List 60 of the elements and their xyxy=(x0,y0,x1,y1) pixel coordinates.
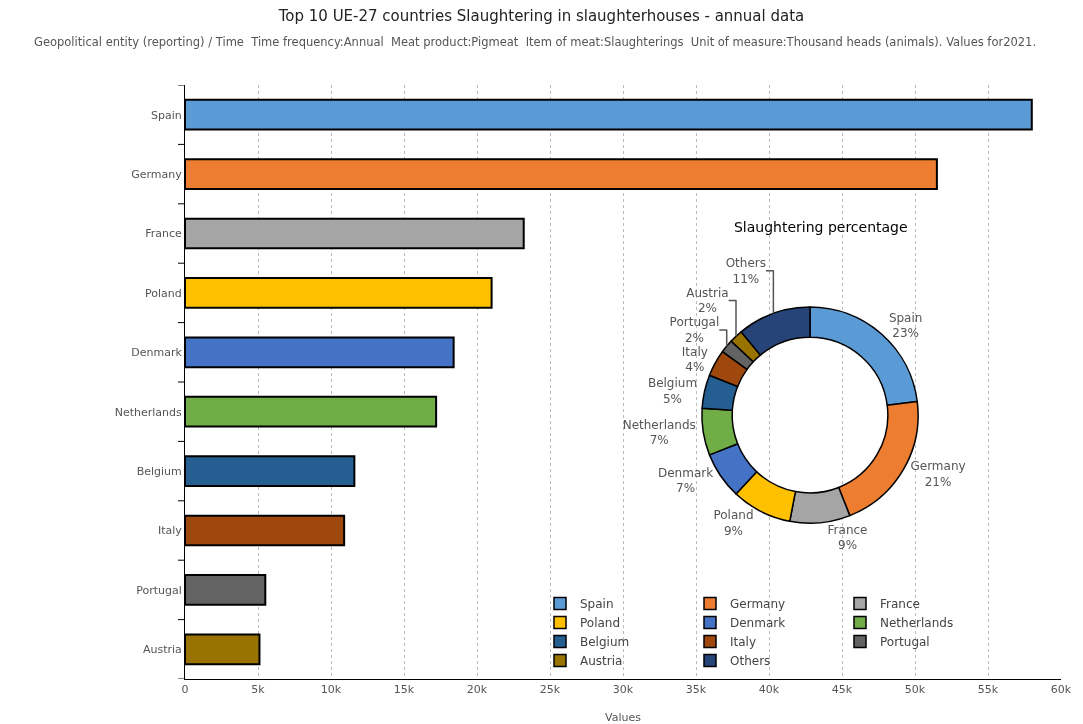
slice-label: France xyxy=(827,522,868,537)
legend-label: Spain xyxy=(580,597,614,612)
y-tick-label: Portugal xyxy=(136,583,182,597)
data-label: 21% xyxy=(924,474,952,489)
data-label: 5% xyxy=(662,391,683,406)
slice-label: Denmark xyxy=(657,465,714,480)
legend-label: Belgium xyxy=(580,635,630,650)
legend-label: France xyxy=(880,597,920,612)
legend-label: Portugal xyxy=(880,635,930,650)
x-tick-label: 5k xyxy=(251,683,266,697)
slice-label: Italy xyxy=(681,344,708,359)
data-label: 7% xyxy=(649,433,669,448)
data-label: 2% xyxy=(697,301,717,316)
x-tick-label: 35k xyxy=(685,683,707,697)
slice-label: Spain xyxy=(888,310,923,325)
legend-label: Denmark xyxy=(730,616,786,631)
y-tick-label: Italy xyxy=(157,524,183,538)
slice-label: Portugal xyxy=(669,315,720,330)
y-tick-label: France xyxy=(145,227,183,241)
data-label: 2% xyxy=(684,330,704,345)
y-tick-label: Belgium xyxy=(136,464,182,478)
x-tick-label: 50k xyxy=(904,683,926,697)
slice-label: Austria xyxy=(686,285,729,300)
slice-label: Others xyxy=(725,255,766,270)
chart-title: Slaughtering percentage xyxy=(733,218,908,235)
data-label: 4% xyxy=(685,360,705,375)
data-label: 9% xyxy=(723,523,744,538)
data-label: 23% xyxy=(892,326,919,341)
legend-label: Poland xyxy=(580,616,621,631)
slice-label: Netherlands xyxy=(622,417,696,432)
y-tick-label: Austria xyxy=(142,643,182,657)
legend-label: Germany xyxy=(730,597,786,612)
chart-subtitle: Geopolitical entity (reporting) / Time Time frequency:Annual Meat product:Pigmeat Item of meat:Slaughterings Unit of measure:Thousand heads (animals). Values for2021. xyxy=(34,35,1037,49)
legend-label: Italy xyxy=(730,635,757,650)
legend-label: Austria xyxy=(580,654,623,669)
x-tick-label: 40k xyxy=(758,683,780,697)
x-tick-label: 30k xyxy=(612,683,634,697)
slice-label: Poland xyxy=(713,508,754,523)
data-label: 9% xyxy=(838,538,858,553)
x-tick-label: 45k xyxy=(831,683,853,697)
data-label: 11% xyxy=(732,271,760,286)
y-tick-label: Poland xyxy=(145,286,182,300)
x-tick-label: 10k xyxy=(320,683,342,697)
legend-label: Others xyxy=(730,654,771,669)
x-tick-label: 60k xyxy=(1050,683,1072,697)
x-tick-label: 25k xyxy=(539,683,561,697)
x-tick-label: 20k xyxy=(466,683,488,697)
x-axis-title: Values xyxy=(605,711,642,724)
slice-label: Belgium xyxy=(647,376,698,391)
y-tick-label: Spain xyxy=(151,108,182,122)
x-tick-label: 55k xyxy=(977,683,999,697)
y-tick-label: Denmark xyxy=(131,346,183,360)
data-label: 7% xyxy=(676,481,696,496)
slice-label: Germany xyxy=(910,459,966,474)
y-tick-label: Germany xyxy=(131,167,183,181)
legend-label: Netherlands xyxy=(880,616,954,631)
chart-title: Top 10 UE-27 countries Slaughtering in slaughterhouses - annual data xyxy=(277,7,805,26)
x-tick-label: 0 xyxy=(181,683,189,697)
x-tick-label: 15k xyxy=(393,683,415,697)
y-tick-label: Netherlands xyxy=(114,405,183,419)
